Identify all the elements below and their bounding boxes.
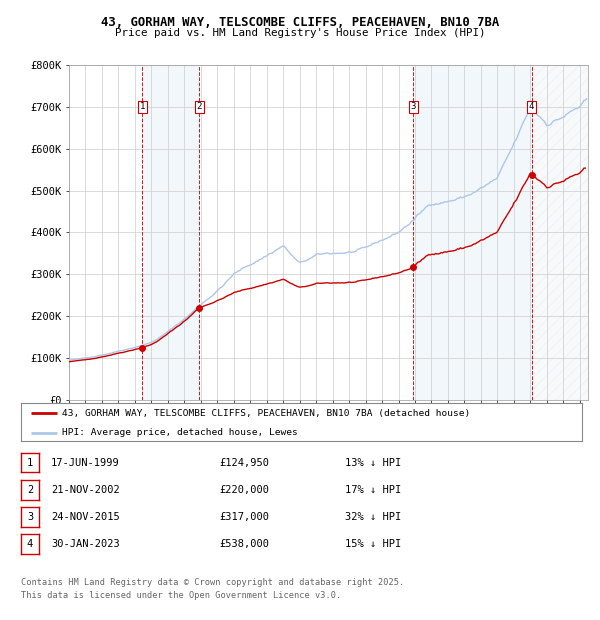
- Text: HPI: Average price, detached house, Lewes: HPI: Average price, detached house, Lewe…: [62, 428, 298, 438]
- Text: 4: 4: [27, 539, 33, 549]
- Text: 15% ↓ HPI: 15% ↓ HPI: [345, 539, 401, 549]
- Bar: [413, 65, 532, 400]
- Text: 1: 1: [27, 458, 33, 467]
- Text: 1: 1: [140, 102, 145, 112]
- Text: 2: 2: [27, 485, 33, 495]
- Text: 17% ↓ HPI: 17% ↓ HPI: [345, 485, 401, 495]
- Bar: [142, 65, 199, 400]
- Text: 2: 2: [196, 102, 202, 112]
- Text: 3: 3: [27, 512, 33, 522]
- Text: Price paid vs. HM Land Registry's House Price Index (HPI): Price paid vs. HM Land Registry's House …: [115, 28, 485, 38]
- Text: 43, GORHAM WAY, TELSCOMBE CLIFFS, PEACEHAVEN, BN10 7BA: 43, GORHAM WAY, TELSCOMBE CLIFFS, PEACEH…: [101, 16, 499, 29]
- Text: £124,950: £124,950: [219, 458, 269, 467]
- Text: This data is licensed under the Open Government Licence v3.0.: This data is licensed under the Open Gov…: [21, 591, 341, 600]
- Text: £220,000: £220,000: [219, 485, 269, 495]
- Text: 30-JAN-2023: 30-JAN-2023: [51, 539, 120, 549]
- Text: 4: 4: [529, 102, 535, 112]
- Text: £317,000: £317,000: [219, 512, 269, 522]
- Text: 21-NOV-2002: 21-NOV-2002: [51, 485, 120, 495]
- Text: 3: 3: [410, 102, 416, 112]
- Text: Contains HM Land Registry data © Crown copyright and database right 2025.: Contains HM Land Registry data © Crown c…: [21, 578, 404, 587]
- Text: 43, GORHAM WAY, TELSCOMBE CLIFFS, PEACEHAVEN, BN10 7BA (detached house): 43, GORHAM WAY, TELSCOMBE CLIFFS, PEACEH…: [62, 409, 470, 418]
- Text: 24-NOV-2015: 24-NOV-2015: [51, 512, 120, 522]
- Text: 17-JUN-1999: 17-JUN-1999: [51, 458, 120, 467]
- Bar: [532, 65, 588, 400]
- Text: 32% ↓ HPI: 32% ↓ HPI: [345, 512, 401, 522]
- Text: 13% ↓ HPI: 13% ↓ HPI: [345, 458, 401, 467]
- Text: £538,000: £538,000: [219, 539, 269, 549]
